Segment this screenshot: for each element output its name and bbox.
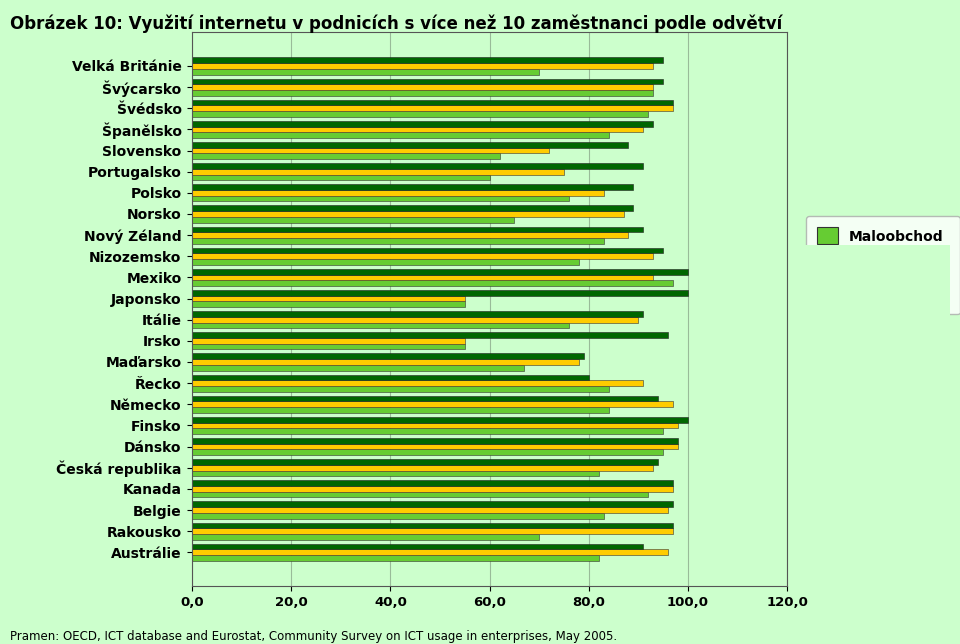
Bar <box>192 486 673 492</box>
Bar <box>192 184 634 190</box>
Bar <box>192 386 609 392</box>
Bar <box>192 544 643 549</box>
Bar <box>192 217 515 223</box>
Bar <box>192 147 549 153</box>
Bar <box>192 111 648 117</box>
Bar <box>192 375 588 380</box>
Bar <box>192 332 668 338</box>
Bar <box>192 428 663 434</box>
Bar <box>192 480 673 486</box>
Bar <box>192 359 579 365</box>
Bar <box>192 163 643 169</box>
Bar <box>192 126 643 132</box>
Bar <box>192 121 653 126</box>
Bar <box>192 522 673 528</box>
Text: Obrázek 10: Využití internetu v podnicích s více než 10 zaměstnanci podle odvětv: Obrázek 10: Využití internetu v podnicíc… <box>10 14 781 33</box>
Bar <box>192 248 663 253</box>
Bar <box>192 57 663 63</box>
Bar <box>192 471 599 477</box>
Bar <box>192 196 569 202</box>
Bar <box>192 438 678 444</box>
Bar <box>192 380 643 386</box>
Bar <box>192 395 659 401</box>
Bar <box>192 269 688 274</box>
Bar <box>192 232 629 238</box>
Bar <box>192 444 678 450</box>
Bar <box>192 132 609 138</box>
Bar <box>192 274 653 280</box>
Bar <box>192 528 673 534</box>
Bar <box>192 311 643 317</box>
Bar <box>192 502 673 507</box>
Bar <box>192 417 688 422</box>
Bar <box>192 153 499 159</box>
Bar <box>192 79 663 84</box>
Bar <box>192 280 673 286</box>
Bar <box>192 84 653 90</box>
Bar <box>192 323 569 328</box>
Bar <box>192 317 638 323</box>
Bar <box>192 100 673 106</box>
Bar <box>192 534 540 540</box>
Text: Pramen: OECD, ICT database and Eurostat, Community Survey on ICT usage in enterp: Pramen: OECD, ICT database and Eurostat,… <box>10 630 616 643</box>
Bar <box>192 211 624 217</box>
Bar <box>192 555 599 561</box>
Bar <box>192 169 564 175</box>
Bar <box>192 338 465 344</box>
Bar <box>192 344 465 350</box>
Bar <box>192 227 643 232</box>
Bar <box>192 492 648 497</box>
Bar <box>192 296 465 301</box>
Bar <box>192 365 524 370</box>
Bar <box>192 549 668 555</box>
Bar <box>192 422 678 428</box>
Bar <box>192 175 490 180</box>
Bar <box>192 290 688 296</box>
Bar <box>192 69 540 75</box>
Bar <box>192 259 579 265</box>
Bar <box>192 401 673 407</box>
Bar <box>192 238 604 243</box>
Bar <box>192 459 659 465</box>
Bar <box>192 205 634 211</box>
Bar <box>192 190 604 196</box>
Bar <box>192 301 465 307</box>
Bar <box>192 450 663 455</box>
Bar <box>192 507 668 513</box>
Bar <box>192 354 584 359</box>
Bar <box>192 513 604 518</box>
Bar <box>192 63 653 69</box>
Bar <box>192 142 629 147</box>
Bar <box>192 106 673 111</box>
Legend: Maloobchod, Velkoobchod, Výroba: Maloobchod, Velkoobchod, Výroba <box>806 216 960 314</box>
Bar <box>192 253 653 259</box>
Bar <box>192 407 609 413</box>
Bar <box>192 90 653 96</box>
Bar <box>192 465 653 471</box>
